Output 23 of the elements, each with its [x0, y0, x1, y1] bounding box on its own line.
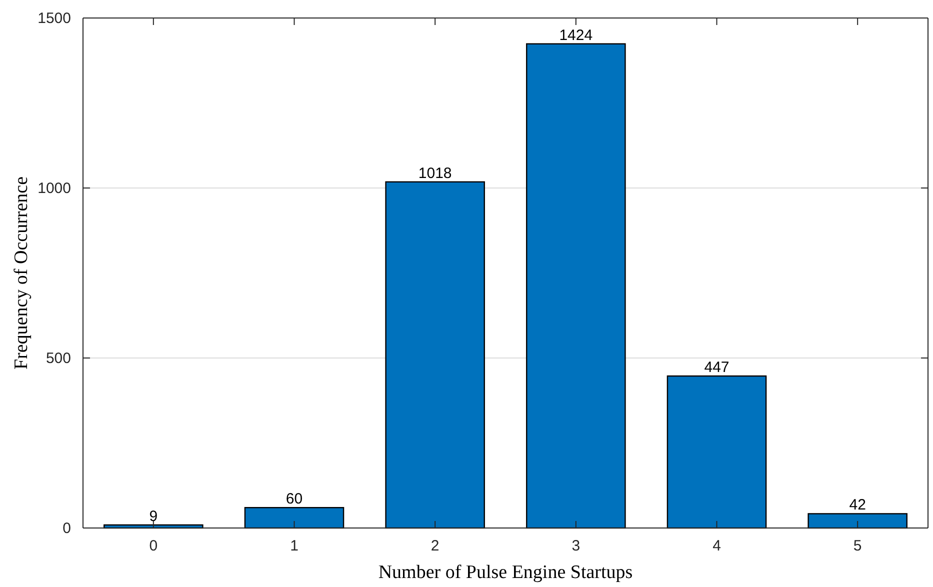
bar — [666, 375, 767, 529]
data-label: 9 — [149, 508, 158, 525]
data-label: 60 — [286, 490, 303, 508]
data-label: 1424 — [559, 26, 593, 44]
bar — [244, 507, 344, 529]
x-tick-label: 5 — [853, 538, 862, 555]
x-tick-label: 0 — [149, 538, 158, 555]
y-tick-label: 1000 — [38, 180, 71, 197]
x-axis-title: Number of Pulse Engine Startups — [378, 562, 633, 583]
x-tick-label: 3 — [572, 538, 580, 555]
x-tick-label: 1 — [290, 538, 298, 555]
y-axis-title: Frequency of Occurrence — [11, 176, 32, 370]
y-tick-label: 500 — [46, 350, 71, 367]
bar — [808, 513, 908, 529]
y-tick-label: 1500 — [38, 10, 71, 27]
y-tick-label: 0 — [62, 520, 71, 537]
data-label: 1018 — [418, 164, 452, 182]
x-tick-label: 2 — [430, 538, 440, 555]
data-label: 447 — [704, 359, 730, 376]
bar — [526, 43, 626, 529]
bar — [385, 181, 485, 529]
data-label: 42 — [849, 496, 866, 514]
x-tick-label: 4 — [712, 538, 721, 555]
